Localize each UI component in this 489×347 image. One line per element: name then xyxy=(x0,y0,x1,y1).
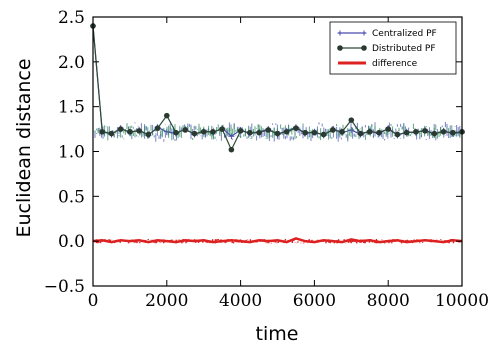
data-point xyxy=(376,129,382,136)
legend-marker xyxy=(337,45,343,51)
data-point xyxy=(99,128,106,135)
data-point xyxy=(210,128,216,135)
y-tick-label: 1.0 xyxy=(58,143,85,163)
data-point xyxy=(339,128,345,135)
data-point xyxy=(357,130,364,137)
x-axis-label: time xyxy=(256,323,299,345)
legend-item: Centralized PF xyxy=(337,29,437,39)
data-point xyxy=(283,128,290,135)
data-point xyxy=(127,128,133,135)
data-point xyxy=(173,129,179,136)
series-line xyxy=(92,237,463,244)
y-tick-label: 2.5 xyxy=(58,8,85,28)
legend-item: Distributed PF xyxy=(337,44,436,54)
data-point xyxy=(440,128,447,135)
axes-layer: 0 2000 4000 6000 8000 10000 −0.5 0.0 0.5 1.0 1.5 2.… xyxy=(44,8,489,311)
y-tick-label: 1.5 xyxy=(58,98,85,118)
data-point xyxy=(366,128,373,135)
legend-marker xyxy=(361,45,367,51)
data-point xyxy=(237,128,244,134)
x-tick-label: 0 xyxy=(88,291,99,311)
legend-label: Distributed PF xyxy=(372,44,436,54)
x-tick-label: 10000 xyxy=(435,291,489,311)
data-point xyxy=(265,127,272,133)
y-tick-label: 2.0 xyxy=(58,53,85,73)
y-tick-label: 0.5 xyxy=(58,187,85,207)
data-point xyxy=(164,112,170,119)
data-point xyxy=(219,126,225,132)
data-point xyxy=(385,126,392,132)
data-point xyxy=(154,125,161,131)
data-point xyxy=(449,129,456,136)
data-point xyxy=(293,125,299,131)
x-tick-label: 4000 xyxy=(219,291,262,311)
series-layer xyxy=(90,22,465,244)
y-tick-label: 0.0 xyxy=(58,232,85,252)
y-axis-label: Euclidean distance xyxy=(13,58,35,237)
data-point xyxy=(348,117,355,123)
data-point xyxy=(431,130,438,137)
series-difference xyxy=(92,237,463,244)
legend-label: difference xyxy=(372,59,418,69)
x-tick-label: 2000 xyxy=(145,291,188,311)
data-point xyxy=(422,128,428,134)
data-point xyxy=(320,131,327,138)
data-point xyxy=(330,127,336,133)
data-point xyxy=(145,131,152,138)
data-point xyxy=(247,129,253,136)
data-point xyxy=(136,128,142,134)
data-point xyxy=(256,129,262,136)
data-point xyxy=(302,129,308,136)
data-point xyxy=(108,130,115,137)
data-point xyxy=(117,126,124,132)
data-point xyxy=(403,129,410,136)
data-point xyxy=(182,127,189,133)
data-point xyxy=(274,130,281,137)
x-tick-label: 6000 xyxy=(293,291,336,311)
data-point xyxy=(200,128,207,135)
data-point xyxy=(311,129,318,136)
legend: Centralized PF Distributed PF difference xyxy=(329,21,457,75)
x-tick-label: 8000 xyxy=(367,291,410,311)
data-point xyxy=(413,128,419,135)
data-point xyxy=(191,130,198,137)
data-point xyxy=(394,131,401,138)
series-distributed-pf xyxy=(90,23,465,153)
data-point xyxy=(228,146,235,153)
y-tick-label: −0.5 xyxy=(44,277,85,297)
legend-item: difference xyxy=(338,59,418,69)
legend-label: Centralized PF xyxy=(372,29,437,39)
